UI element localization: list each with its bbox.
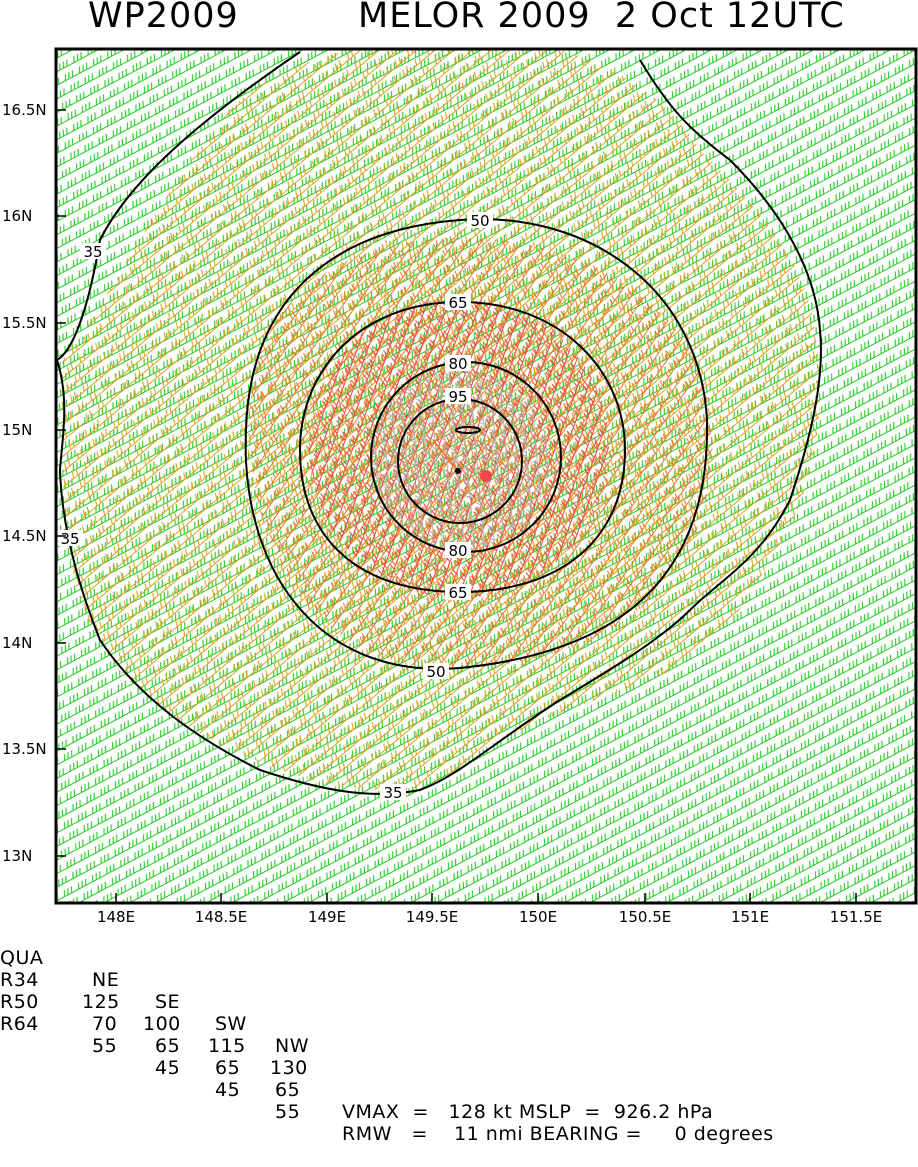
storm-center-dot (455, 468, 461, 474)
contour-label-5: 65 (445, 294, 471, 312)
table-cell: 130 (270, 1057, 308, 1079)
table-cell: 55 (92, 1035, 118, 1057)
lat-label: 14N (2, 634, 33, 652)
vmax-mslp-text: VMAX = 128 kt MSLP = 926.2 hPa (342, 1101, 714, 1123)
table-cell: R34 (0, 969, 39, 991)
lat-label: 16.5N (2, 101, 47, 119)
contour-label-text: 95 (448, 388, 467, 406)
map-frame (54, 47, 918, 905)
lat-label: 16N (2, 207, 33, 225)
lat-label: 15.5N (2, 314, 47, 332)
table-cell: 55 (275, 1101, 301, 1123)
table-cell: 65 (155, 1035, 181, 1057)
table-header-cell: SE (155, 991, 181, 1013)
contour-label-3: 50 (467, 212, 493, 230)
contour-50kt (244, 218, 709, 670)
contour-label-4: 50 (423, 663, 449, 681)
contour-label-6: 65 (445, 584, 471, 602)
lat-label: 15N (2, 421, 33, 439)
contour-label-1: 35 (57, 530, 83, 548)
contour-label-text: 35 (83, 243, 102, 261)
lon-label: 149.5E (405, 908, 459, 926)
table-cell: R50 (0, 991, 39, 1013)
best-track-center-marker (480, 470, 492, 482)
table-cell: 45 (155, 1057, 181, 1079)
table-cell: 70 (92, 1013, 118, 1035)
contour-label-7: 80 (445, 355, 471, 373)
lon-label: 151E (730, 908, 770, 926)
contour-35kt (57, 51, 822, 795)
lon-label: 150.5E (618, 908, 672, 926)
table-cell: 45 (215, 1079, 241, 1101)
lon-label: 151.5E (829, 908, 883, 926)
contour-110kt (455, 426, 481, 434)
contour-label-text: 65 (448, 294, 467, 312)
lat-label: 13N (2, 847, 33, 865)
lat-label: 14.5N (2, 527, 47, 545)
table-header-cell: SW (215, 1013, 247, 1035)
motion-vector (432, 439, 459, 472)
contour-label-text: 50 (426, 663, 445, 681)
table-row-r64: R64 55 45 45 55 RMW = 11 nmi BEARING = 0… (0, 991, 773, 1167)
contour-label-text: 35 (60, 530, 79, 548)
contour-label-2: 35 (380, 784, 406, 802)
lon-label: 150E (518, 908, 558, 926)
contour-label-8: 80 (445, 542, 471, 560)
rmw-bearing-text: RMW = 11 nmi BEARING = 0 degrees (342, 1123, 774, 1145)
contour-label-text: 65 (448, 584, 467, 602)
wind-map: 35 35 35 50 50 65 65 80 80 95 (54, 47, 918, 905)
table-header-cell: NE (92, 969, 120, 991)
contour-label-0: 35 (80, 243, 106, 261)
table-cell: R64 (0, 1013, 39, 1035)
contour-label-text: 35 (383, 784, 402, 802)
isotach-contours (57, 51, 822, 795)
lat-label: 13.5N (2, 740, 47, 758)
storm-name-time-title: MELOR 2009 2 Oct 12UTC (358, 0, 845, 36)
table-cell: 125 (82, 991, 120, 1013)
lon-label: 149E (307, 908, 347, 926)
contour-label-text: 80 (448, 542, 467, 560)
table-cell: 65 (275, 1079, 301, 1101)
table-header-cell: QUA (0, 947, 44, 969)
storm-id-title: WP2009 (88, 0, 239, 36)
table-cell: 100 (143, 1013, 181, 1035)
table-header-cell: NW (275, 1035, 309, 1057)
table-cell: 65 (215, 1057, 241, 1079)
contour-label-text: 50 (470, 212, 489, 230)
lat-ticks (57, 109, 66, 857)
lon-ticks (115, 893, 857, 902)
contour-label-text: 80 (448, 355, 467, 373)
table-cell: 115 (208, 1035, 246, 1057)
lon-label: 148E (96, 908, 136, 926)
lon-label: 148.5E (194, 908, 248, 926)
contour-label-9: 95 (445, 388, 471, 406)
contour-label-group: 35 35 35 50 50 65 65 80 80 95 (57, 212, 493, 802)
